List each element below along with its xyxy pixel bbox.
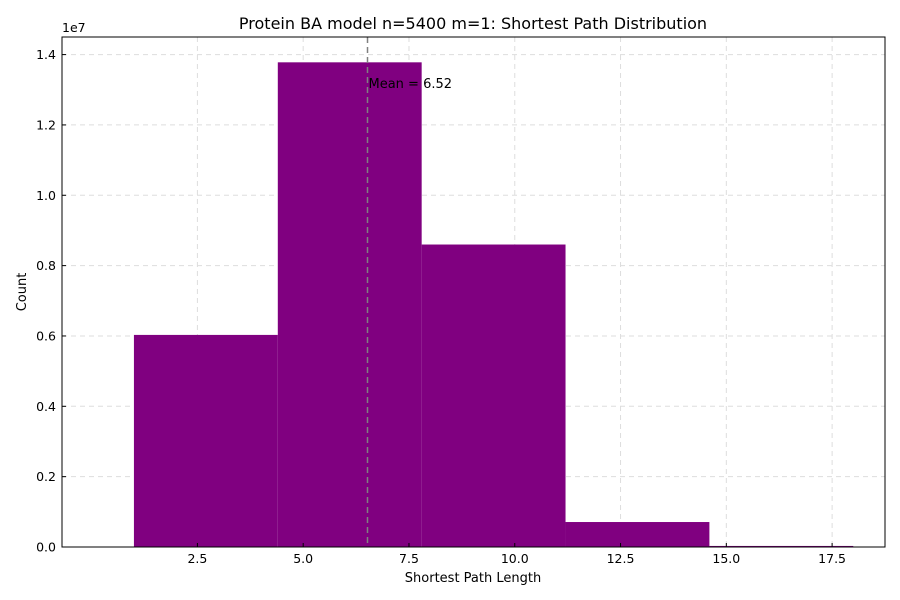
y-tick-label: 0.0 [36, 540, 56, 555]
y-tick-label: 1.0 [36, 188, 56, 203]
x-tick-label: 7.5 [399, 551, 419, 566]
x-tick-label: 2.5 [187, 551, 207, 566]
x-tick-label: 5.0 [293, 551, 313, 566]
histogram-bar [565, 522, 710, 547]
y-tick-label: 0.2 [36, 469, 56, 484]
y-tick-label: 0.6 [36, 328, 56, 343]
y-tick-label: 1.2 [36, 117, 56, 132]
plot-frame [61, 36, 886, 548]
mean-line-layer: Mean = 6.52 [366, 37, 453, 547]
x-axis-title: Shortest Path Length [405, 571, 541, 586]
histogram-bar [421, 244, 566, 547]
y-axis-multiplier: 1e7 [62, 20, 86, 35]
x-tick-label: 15.0 [712, 551, 740, 566]
y-axis-title: Count [15, 273, 30, 312]
y-tick-label: 1.4 [36, 47, 56, 62]
x-tick-label: 17.5 [818, 551, 846, 566]
y-tick-label: 0.4 [36, 399, 56, 414]
histogram-bar [709, 545, 854, 547]
histogram-bar [277, 62, 422, 548]
bars-layer [133, 62, 854, 548]
axes-layer: 2.5 5.0 7.5 10.0 12.5 15.0 17.5 0.0 0.2 0.4 0.6 0.8… [36, 36, 886, 566]
x-tick-label: 10.0 [501, 551, 529, 566]
mean-annotation: Mean = 6.52 [369, 77, 453, 92]
y-tick-label: 0.8 [36, 258, 56, 273]
chart-title: Protein BA model n=5400 m=1: Shortest Pa… [239, 14, 707, 33]
x-tick-label: 12.5 [607, 551, 635, 566]
histogram-bar [133, 334, 278, 547]
